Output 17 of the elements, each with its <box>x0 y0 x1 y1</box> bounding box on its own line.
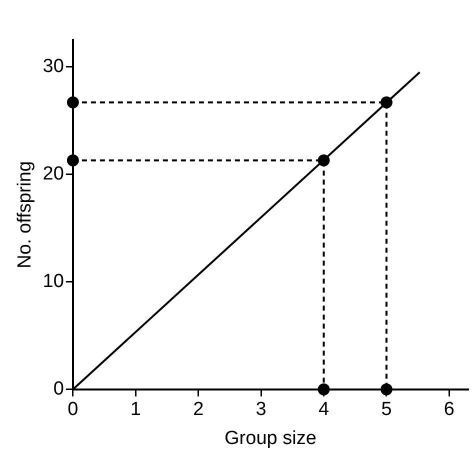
x-tick-label: 5 <box>381 399 392 420</box>
x-tick-label: 6 <box>444 399 454 420</box>
point <box>318 383 330 396</box>
y-tick-label: 0 <box>53 378 64 400</box>
y-tick-label: 30 <box>42 56 64 78</box>
point <box>66 154 79 166</box>
x-tick-label: 2 <box>193 399 204 420</box>
x-tick-label: 3 <box>256 399 266 420</box>
x-tick-label: 4 <box>318 399 330 420</box>
x-tick-label: 1 <box>130 399 141 420</box>
x-axis-title: Group size <box>224 428 316 449</box>
y-tick-label: 10 <box>42 271 64 292</box>
y-tick-label: 20 <box>42 164 64 185</box>
y-axis-title: No. offspring <box>14 161 36 268</box>
point <box>66 96 79 108</box>
point <box>380 383 392 396</box>
x-tick-label: 0 <box>68 399 78 420</box>
